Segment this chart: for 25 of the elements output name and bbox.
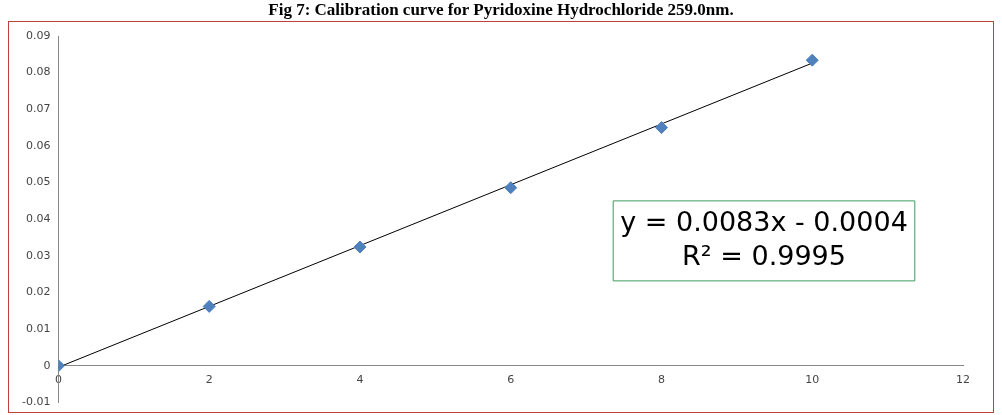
point: [654, 121, 668, 135]
point: [202, 299, 216, 313]
y-tick-label: 0.02: [25, 285, 51, 299]
y-tick-label: 0.06: [25, 138, 51, 152]
y-tick-label: 0.05: [25, 175, 51, 189]
y-tick-label: 0.07: [25, 102, 51, 116]
annotation: y = 0.0083x - 0.0004: [620, 205, 908, 237]
y-tick-label: 0: [43, 358, 51, 372]
x-tick-label: 10: [805, 373, 820, 387]
x-tick-label: 8: [657, 373, 665, 387]
y-tick-label: 0.03: [25, 248, 51, 262]
point: [504, 181, 518, 195]
point: [805, 53, 819, 67]
annotation: R² = 0.9995: [682, 239, 846, 271]
x-tick-label: 6: [507, 373, 515, 387]
y-tick-label: -0.01: [21, 395, 51, 409]
chart-title: Fig 7: Calibration curve for Pyridoxine Hydrochloride 259.0nm.: [267, 0, 735, 20]
x-tick-label: 4: [356, 373, 364, 387]
point: [353, 240, 367, 254]
y-tick-label: 0.04: [25, 212, 51, 226]
x-tick-label: 12: [956, 373, 970, 387]
y-tick-label: 0.09: [25, 28, 51, 42]
y-tick-label: 0.01: [25, 321, 51, 335]
y-tick-label: 0.08: [25, 65, 51, 79]
x-tick-label: 2: [205, 373, 213, 387]
